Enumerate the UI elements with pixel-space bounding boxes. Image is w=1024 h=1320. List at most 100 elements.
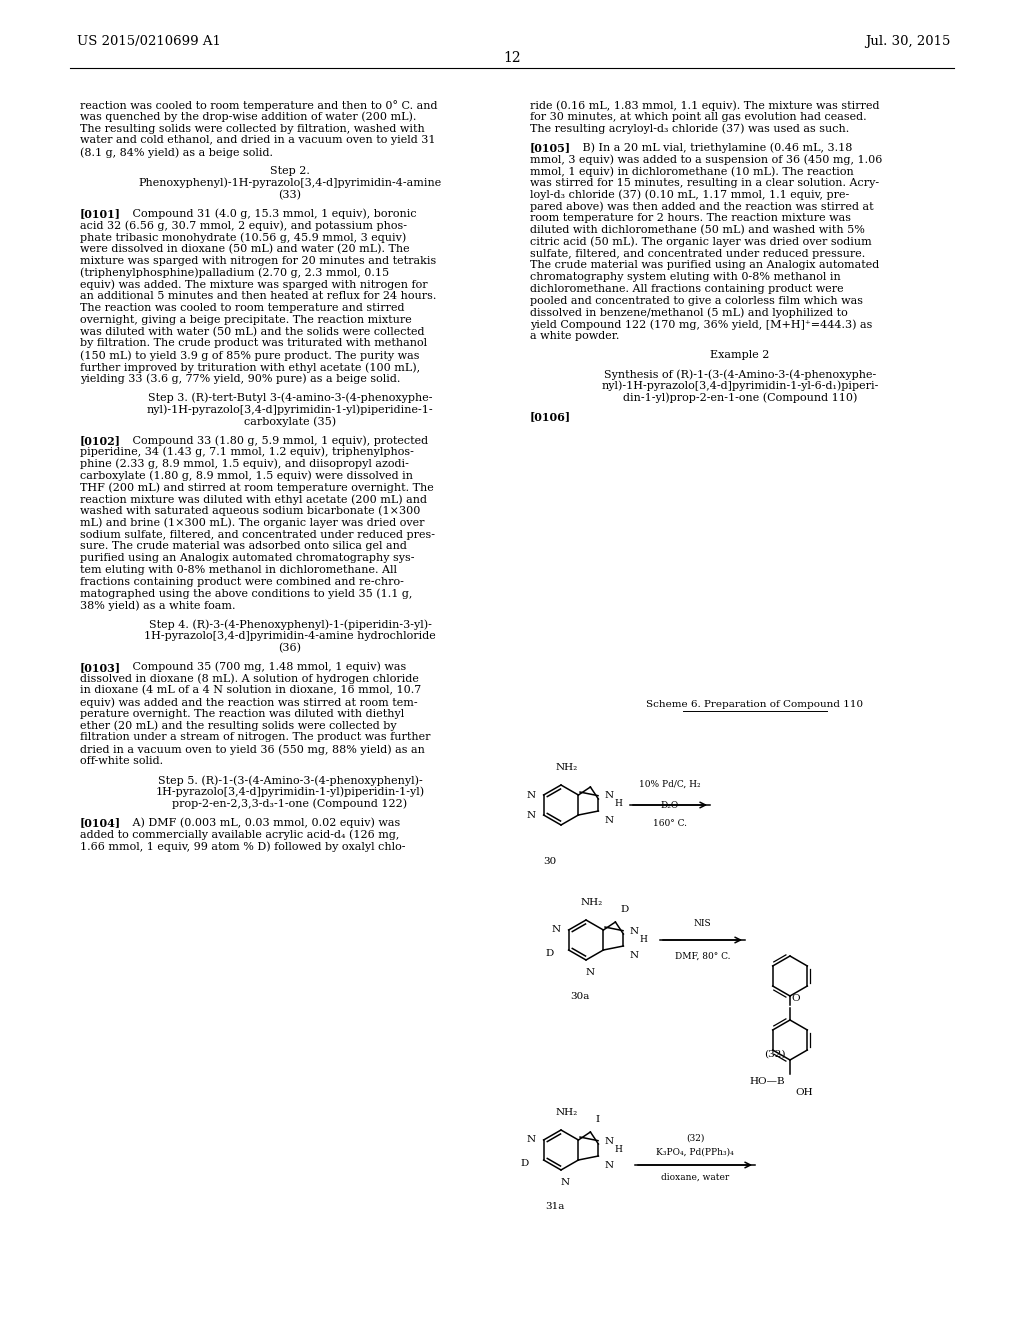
Text: equiv) was added. The mixture was sparged with nitrogen for: equiv) was added. The mixture was sparge… (80, 280, 428, 290)
Text: (33): (33) (279, 190, 301, 201)
Text: DMF, 80° C.: DMF, 80° C. (675, 952, 730, 961)
Text: I: I (595, 1115, 599, 1125)
Text: (32): (32) (686, 1134, 705, 1143)
Text: equiv) was added and the reaction was stirred at room tem-: equiv) was added and the reaction was st… (80, 697, 418, 708)
Text: mL) and brine (1×300 mL). The organic layer was dried over: mL) and brine (1×300 mL). The organic la… (80, 517, 425, 528)
Text: dichloromethane. All fractions containing product were: dichloromethane. All fractions containin… (530, 284, 844, 294)
Text: carboxylate (1.80 g, 8.9 mmol, 1.5 equiv) were dissolved in: carboxylate (1.80 g, 8.9 mmol, 1.5 equiv… (80, 470, 413, 480)
Text: 160° C.: 160° C. (653, 818, 687, 828)
Text: mixture was sparged with nitrogen for 20 minutes and tetrakis: mixture was sparged with nitrogen for 20… (80, 256, 436, 265)
Text: added to commercially available acrylic acid-d₄ (126 mg,: added to commercially available acrylic … (80, 829, 399, 840)
Text: mmol, 3 equiv) was added to a suspension of 36 (450 mg, 1.06: mmol, 3 equiv) was added to a suspension… (530, 154, 883, 165)
Text: prop-2-en-2,3,3-d₃-1-one (Compound 122): prop-2-en-2,3,3-d₃-1-one (Compound 122) (172, 799, 408, 809)
Text: HO—B: HO—B (750, 1077, 785, 1086)
Text: carboxylate (35): carboxylate (35) (244, 416, 336, 426)
Text: 1.66 mmol, 1 equiv, 99 atom % D) followed by oxalyl chlo-: 1.66 mmol, 1 equiv, 99 atom % D) followe… (80, 841, 406, 851)
Text: filtration under a stream of nitrogen. The product was further: filtration under a stream of nitrogen. T… (80, 733, 430, 742)
Text: NH₂: NH₂ (556, 1107, 579, 1117)
Text: A) DMF (0.003 mL, 0.03 mmol, 0.02 equiv) was: A) DMF (0.003 mL, 0.03 mmol, 0.02 equiv)… (122, 817, 400, 828)
Text: piperidine, 34 (1.43 g, 7.1 mmol, 1.2 equiv), triphenylphos-: piperidine, 34 (1.43 g, 7.1 mmol, 1.2 eq… (80, 447, 414, 458)
Text: overnight, giving a beige precipitate. The reaction mixture: overnight, giving a beige precipitate. T… (80, 314, 412, 325)
Text: B) In a 20 mL vial, triethylamine (0.46 mL, 3.18: B) In a 20 mL vial, triethylamine (0.46 … (572, 143, 852, 153)
Text: N: N (604, 792, 613, 800)
Text: N: N (552, 925, 560, 935)
Text: reaction was cooled to room temperature and then to 0° C. and: reaction was cooled to room temperature … (80, 100, 437, 111)
Text: reaction mixture was diluted with ethyl acetate (200 mL) and: reaction mixture was diluted with ethyl … (80, 494, 427, 504)
Text: US 2015/0210699 A1: US 2015/0210699 A1 (77, 36, 221, 49)
Text: sure. The crude material was adsorbed onto silica gel and: sure. The crude material was adsorbed on… (80, 541, 407, 552)
Text: NH₂: NH₂ (581, 898, 603, 907)
Text: 1H-pyrazolo[3,4-d]pyrimidin-4-amine hydrochloride: 1H-pyrazolo[3,4-d]pyrimidin-4-amine hydr… (144, 631, 436, 642)
Text: an additional 5 minutes and then heated at reflux for 24 hours.: an additional 5 minutes and then heated … (80, 292, 436, 301)
Text: Step 5. (R)-1-(3-(4-Amino-3-(4-phenoxyphenyl)-: Step 5. (R)-1-(3-(4-Amino-3-(4-phenoxyph… (158, 775, 422, 785)
Text: Scheme 6. Preparation of Compound 110: Scheme 6. Preparation of Compound 110 (646, 700, 863, 709)
Text: chromatography system eluting with 0-8% methanol in: chromatography system eluting with 0-8% … (530, 272, 841, 282)
Text: Step 3. (R)-tert-Butyl 3-(4-amino-3-(4-phenoxyphe-: Step 3. (R)-tert-Butyl 3-(4-amino-3-(4-p… (147, 392, 432, 403)
Text: THF (200 mL) and stirred at room temperature overnight. The: THF (200 mL) and stirred at room tempera… (80, 482, 434, 492)
Text: D: D (621, 906, 629, 913)
Text: diluted with dichloromethane (50 mL) and washed with 5%: diluted with dichloromethane (50 mL) and… (530, 226, 865, 235)
Text: off-white solid.: off-white solid. (80, 756, 163, 766)
Text: D: D (546, 949, 554, 957)
Text: sodium sulfate, filtered, and concentrated under reduced pres-: sodium sulfate, filtered, and concentrat… (80, 529, 435, 540)
Text: K₃PO₄, Pd(PPh₃)₄: K₃PO₄, Pd(PPh₃)₄ (656, 1148, 734, 1158)
Text: Compound 35 (700 mg, 1.48 mmol, 1 equiv) was: Compound 35 (700 mg, 1.48 mmol, 1 equiv)… (122, 661, 407, 672)
Text: N: N (526, 791, 536, 800)
Text: fractions containing product were combined and re-chro-: fractions containing product were combin… (80, 577, 403, 586)
Text: O: O (791, 994, 800, 1003)
Text: (8.1 g, 84% yield) as a beige solid.: (8.1 g, 84% yield) as a beige solid. (80, 148, 273, 158)
Text: nyl)-1H-pyrazolo[3,4-d]pyrimidin-1-yl)piperidine-1-: nyl)-1H-pyrazolo[3,4-d]pyrimidin-1-yl)pi… (146, 404, 433, 414)
Text: [0102]: [0102] (80, 436, 121, 446)
Text: ether (20 mL) and the resulting solids were collected by: ether (20 mL) and the resulting solids w… (80, 721, 396, 731)
Text: N: N (604, 1162, 613, 1170)
Text: Synthesis of (R)-1-(3-(4-Amino-3-(4-phenoxyphe-: Synthesis of (R)-1-(3-(4-Amino-3-(4-phen… (604, 370, 877, 380)
Text: [0104]: [0104] (80, 817, 121, 829)
Text: OH: OH (795, 1088, 813, 1097)
Text: 31a: 31a (546, 1203, 564, 1210)
Text: dried in a vacuum oven to yield 36 (550 mg, 88% yield) as an: dried in a vacuum oven to yield 36 (550 … (80, 744, 425, 755)
Text: N: N (604, 816, 613, 825)
Text: (36): (36) (279, 643, 301, 653)
Text: tem eluting with 0-8% methanol in dichloromethane. All: tem eluting with 0-8% methanol in dichlo… (80, 565, 397, 576)
Text: H: H (614, 1144, 623, 1154)
Text: was stirred for 15 minutes, resulting in a clear solution. Acry-: was stirred for 15 minutes, resulting in… (530, 178, 880, 187)
Text: acid 32 (6.56 g, 30.7 mmol, 2 equiv), and potassium phos-: acid 32 (6.56 g, 30.7 mmol, 2 equiv), an… (80, 220, 407, 231)
Text: further improved by trituration with ethyl acetate (100 mL),: further improved by trituration with eth… (80, 362, 420, 372)
Text: mmol, 1 equiv) in dichloromethane (10 mL). The reaction: mmol, 1 equiv) in dichloromethane (10 mL… (530, 166, 854, 177)
Text: (32): (32) (764, 1049, 785, 1059)
Text: 38% yield) as a white foam.: 38% yield) as a white foam. (80, 601, 236, 611)
Text: was diluted with water (50 mL) and the solids were collected: was diluted with water (50 mL) and the s… (80, 326, 425, 337)
Text: yield Compound 122 (170 mg, 36% yield, [M+H]⁺=444.3) as: yield Compound 122 (170 mg, 36% yield, [… (530, 319, 872, 330)
Text: dissolved in dioxane (8 mL). A solution of hydrogen chloride: dissolved in dioxane (8 mL). A solution … (80, 673, 419, 684)
Text: Phenoxyphenyl)-1H-pyrazolo[3,4-d]pyrimidin-4-amine: Phenoxyphenyl)-1H-pyrazolo[3,4-d]pyrimid… (138, 178, 441, 189)
Text: washed with saturated aqueous sodium bicarbonate (1×300: washed with saturated aqueous sodium bic… (80, 506, 421, 516)
Text: phate tribasic monohydrate (10.56 g, 45.9 mmol, 3 equiv): phate tribasic monohydrate (10.56 g, 45.… (80, 232, 407, 243)
Text: The resulting acryloyl-d₃ chloride (37) was used as such.: The resulting acryloyl-d₃ chloride (37) … (530, 124, 849, 135)
Text: ride (0.16 mL, 1.83 mmol, 1.1 equiv). The mixture was stirred: ride (0.16 mL, 1.83 mmol, 1.1 equiv). Th… (530, 100, 880, 111)
Text: room temperature for 2 hours. The reaction mixture was: room temperature for 2 hours. The reacti… (530, 214, 851, 223)
Text: H: H (639, 935, 647, 944)
Text: 30a: 30a (570, 993, 590, 1001)
Text: The resulting solids were collected by filtration, washed with: The resulting solids were collected by f… (80, 124, 425, 133)
Text: 30: 30 (544, 857, 557, 866)
Text: Jul. 30, 2015: Jul. 30, 2015 (864, 36, 950, 49)
Text: 1H-pyrazolo[3,4-d]pyrimidin-1-yl)piperidin-1-yl): 1H-pyrazolo[3,4-d]pyrimidin-1-yl)piperid… (156, 787, 425, 797)
Text: water and cold ethanol, and dried in a vacuum oven to yield 31: water and cold ethanol, and dried in a v… (80, 136, 435, 145)
Text: loyl-d₃ chloride (37) (0.10 mL, 1.17 mmol, 1.1 equiv, pre-: loyl-d₃ chloride (37) (0.10 mL, 1.17 mmo… (530, 190, 849, 201)
Text: dissolved in benzene/methanol (5 mL) and lyophilized to: dissolved in benzene/methanol (5 mL) and… (530, 308, 848, 318)
Text: The crude material was purified using an Analogix automated: The crude material was purified using an… (530, 260, 880, 271)
Text: N: N (630, 950, 639, 960)
Text: (triphenylphosphine)palladium (2.70 g, 2.3 mmol, 0.15: (triphenylphosphine)palladium (2.70 g, 2… (80, 268, 389, 279)
Text: in dioxane (4 mL of a 4 N solution in dioxane, 16 mmol, 10.7: in dioxane (4 mL of a 4 N solution in di… (80, 685, 421, 696)
Text: N: N (604, 1137, 613, 1146)
Text: N: N (526, 810, 536, 820)
Text: phine (2.33 g, 8.9 mmol, 1.5 equiv), and diisopropyl azodi-: phine (2.33 g, 8.9 mmol, 1.5 equiv), and… (80, 459, 409, 470)
Text: was quenched by the drop-wise addition of water (200 mL).: was quenched by the drop-wise addition o… (80, 112, 417, 123)
Text: 10% Pd/C, H₂: 10% Pd/C, H₂ (639, 780, 700, 789)
Text: 12: 12 (503, 51, 521, 65)
Text: N: N (630, 927, 639, 936)
Text: for 30 minutes, at which point all gas evolution had ceased.: for 30 minutes, at which point all gas e… (530, 112, 866, 121)
Text: NIS: NIS (693, 919, 712, 928)
Text: Example 2: Example 2 (711, 350, 770, 360)
Text: yielding 33 (3.6 g, 77% yield, 90% pure) as a beige solid.: yielding 33 (3.6 g, 77% yield, 90% pure)… (80, 374, 400, 384)
